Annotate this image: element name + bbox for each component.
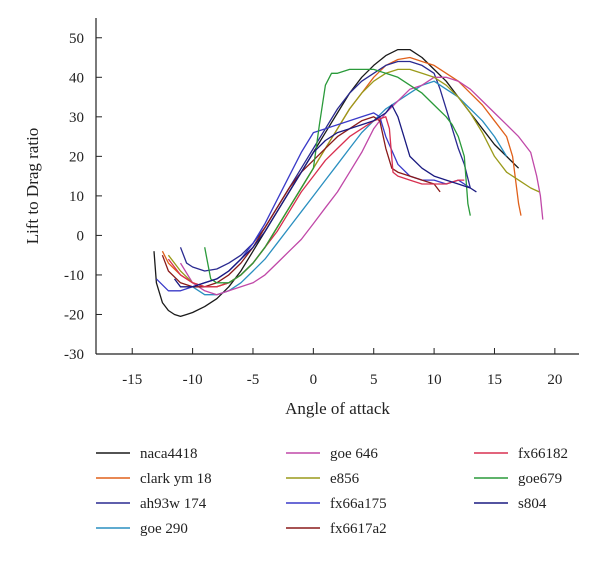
series-line-1 [161,56,522,288]
x-axis-title: Angle of attack [285,399,390,418]
x-tick-label: -10 [183,372,203,388]
y-axis-title: Lift to Drag ratio [23,128,42,245]
legend-label-5: e856 [330,471,360,487]
series-line-8 [167,116,465,288]
y-tick-label: 30 [69,110,84,126]
series-line-0 [153,48,520,318]
ticks: -30 -20 -10 0 10 20 30 40 50 -15 -10 -5 0 5 10 15 20 [64,31,562,388]
series-line-3 [192,80,508,296]
series-line-4 [179,76,544,296]
x-tick-label: 0 [310,372,318,388]
legend-label-2: ah93w 174 [140,496,207,512]
x-tick-label: 20 [547,372,562,388]
legend-label-6: fx66a175 [330,496,387,512]
legend-label-1: clark ym 18 [140,471,212,487]
x-tick-label: -5 [247,372,260,388]
series-layer [153,48,544,318]
x-tick-label: 5 [370,372,378,388]
y-tick-label: 10 [69,189,84,205]
series-line-9 [204,68,471,284]
y-tick-label: -30 [64,347,84,363]
x-tick-label: 15 [487,372,502,388]
legend: naca4418 clark ym 18 ah93w 174 goe 290 goe 6… [96,446,568,537]
legend-label-10: s804 [518,496,547,512]
legend-label-0: naca4418 [140,446,197,462]
legend-label-9: goe679 [518,471,562,487]
y-tick-label: 0 [77,228,85,244]
legend-label-8: fx66182 [518,446,568,462]
y-tick-label: -10 [64,268,84,284]
series-line-7 [161,116,441,288]
y-tick-label: 50 [69,31,84,47]
y-tick-label: 40 [69,70,84,86]
x-tick-label: -15 [122,372,142,388]
y-tick-label: 20 [69,149,84,165]
series-line-2 [179,60,471,272]
series-line-6 [155,112,471,292]
legend-label-3: goe 290 [140,521,188,537]
series-line-10 [173,104,477,288]
legend-label-4: goe 646 [330,446,378,462]
axes [95,18,579,355]
x-tick-label: 10 [427,372,442,388]
legend-label-7: fx6617a2 [330,521,387,537]
y-tick-label: -20 [64,307,84,323]
